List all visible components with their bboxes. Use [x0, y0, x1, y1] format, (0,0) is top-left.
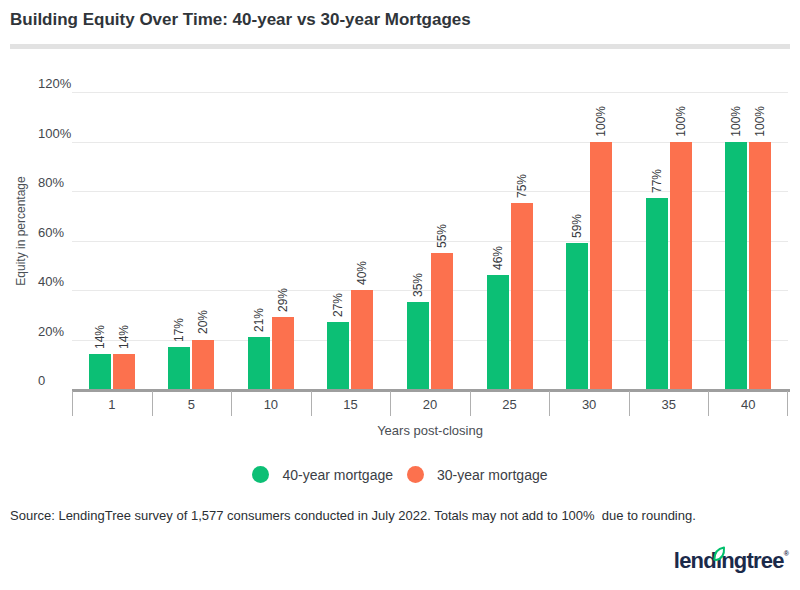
- bar-value-label: 27%: [332, 293, 345, 317]
- y-tick-label-80: 80%: [38, 175, 64, 190]
- bar-30-year-mortgage-year35: 100%: [670, 142, 692, 390]
- legend-dot-40-year: [252, 466, 269, 483]
- category-cell-30: 59%100%: [549, 92, 629, 389]
- title-divider: [10, 44, 790, 49]
- bar-value-label: 100%: [730, 106, 743, 137]
- bar-value-label: 75%: [515, 174, 528, 198]
- y-tick-label-0: 0: [38, 373, 45, 388]
- bar-40-year-mortgage-year10: 21%: [248, 337, 270, 389]
- legend: 40-year mortgage 30-year mortgage: [0, 466, 800, 483]
- x-tick: [470, 391, 471, 416]
- source-note: Source: LendingTree survey of 1,577 cons…: [10, 508, 696, 523]
- logo-text-start: lend: [674, 548, 716, 574]
- bar-value-label: 29%: [276, 288, 289, 312]
- lendingtree-logo: lend ı ngtree ®: [674, 548, 788, 574]
- bar-value-label: 77%: [650, 169, 663, 193]
- y-tick-label-120: 120%: [38, 76, 71, 91]
- y-tick-label-100: 100%: [38, 126, 71, 141]
- category-cell-35: 77%100%: [629, 92, 709, 389]
- bar-value-label: 46%: [491, 246, 504, 270]
- category-cell-10: 21%29%: [231, 92, 311, 389]
- x-category-label-5: 5: [188, 397, 195, 412]
- leaf-icon: [712, 546, 726, 562]
- bar-40-year-mortgage-year15: 27%: [327, 322, 349, 389]
- category-cell-25: 46%75%: [470, 92, 550, 389]
- logo-text-end: ngtree: [721, 548, 783, 574]
- y-tick-label-20: 20%: [38, 324, 64, 339]
- legend-label-40-year: 40-year mortgage: [282, 467, 393, 483]
- y-tick-label-60: 60%: [38, 225, 64, 240]
- y-tick-label-40: 40%: [38, 274, 64, 289]
- bars-layer: 14%14%17%20%21%29%27%40%35%55%46%75%59%1…: [72, 92, 788, 389]
- category-cell-5: 17%20%: [152, 92, 232, 389]
- x-tick: [72, 391, 73, 416]
- legend-label-30-year: 30-year mortgage: [437, 467, 548, 483]
- bar-40-year-mortgage-year20: 35%: [407, 302, 429, 389]
- x-tick: [231, 391, 232, 416]
- x-tick: [311, 391, 312, 416]
- legend-item-30-year: 30-year mortgage: [407, 466, 548, 483]
- bar-30-year-mortgage-year5: 20%: [192, 340, 214, 390]
- bar-30-year-mortgage-year30: 100%: [590, 142, 612, 390]
- bar-30-year-mortgage-year10: 29%: [272, 317, 294, 389]
- bar-40-year-mortgage-year40: 100%: [725, 142, 747, 390]
- bar-30-year-mortgage-year40: 100%: [749, 142, 771, 390]
- bar-30-year-mortgage-year25: 75%: [511, 203, 533, 389]
- x-tick: [152, 391, 153, 416]
- plot-area: 14%14%17%20%21%29%27%40%35%55%46%75%59%1…: [72, 92, 788, 389]
- bar-value-label: 100%: [754, 106, 767, 137]
- x-category-label-30: 30: [582, 397, 596, 412]
- x-category-label-35: 35: [661, 397, 675, 412]
- chart-page: Building Equity Over Time: 40-year vs 30…: [0, 0, 800, 590]
- chart-title: Building Equity Over Time: 40-year vs 30…: [10, 10, 471, 30]
- x-tick: [390, 391, 391, 416]
- bar-value-label: 20%: [197, 310, 210, 334]
- bar-30-year-mortgage-year1: 14%: [113, 354, 135, 389]
- bar-value-label: 14%: [117, 325, 130, 349]
- bar-30-year-mortgage-year15: 40%: [351, 290, 373, 389]
- bar-value-label: 55%: [435, 224, 448, 248]
- category-cell-15: 27%40%: [311, 92, 391, 389]
- legend-dot-30-year: [407, 466, 424, 483]
- x-category-label-20: 20: [423, 397, 437, 412]
- x-tick: [708, 391, 709, 416]
- bar-40-year-mortgage-year35: 77%: [646, 198, 668, 389]
- bar-30-year-mortgage-year20: 55%: [431, 253, 453, 389]
- category-cell-1: 14%14%: [72, 92, 152, 389]
- x-axis-band: 1510152025303540: [72, 392, 788, 418]
- bar-value-label: 100%: [674, 106, 687, 137]
- x-tick: [549, 391, 550, 416]
- x-category-label-1: 1: [108, 397, 115, 412]
- bar-value-label: 35%: [411, 273, 424, 297]
- bar-value-label: 100%: [595, 106, 608, 137]
- legend-item-40-year: 40-year mortgage: [252, 466, 393, 483]
- x-category-label-10: 10: [264, 397, 278, 412]
- x-tick: [787, 391, 788, 416]
- bar-value-label: 21%: [252, 308, 265, 332]
- x-axis-title: Years post-closing: [72, 423, 788, 438]
- bar-40-year-mortgage-year25: 46%: [487, 275, 509, 389]
- bar-40-year-mortgage-year1: 14%: [89, 354, 111, 389]
- logo-letter-i: ı: [716, 548, 721, 574]
- bar-value-label: 40%: [356, 261, 369, 285]
- bar-value-label: 14%: [93, 325, 106, 349]
- x-category-label-25: 25: [502, 397, 516, 412]
- category-cell-40: 100%100%: [708, 92, 788, 389]
- y-axis-title: Equity in percentage: [14, 176, 28, 285]
- bar-40-year-mortgage-year5: 17%: [168, 347, 190, 389]
- x-category-label-15: 15: [343, 397, 357, 412]
- category-cell-20: 35%55%: [390, 92, 470, 389]
- bar-value-label: 59%: [571, 214, 584, 238]
- x-category-label-40: 40: [741, 397, 755, 412]
- x-tick: [629, 391, 630, 416]
- trademark-symbol: ®: [784, 550, 788, 557]
- bar-40-year-mortgage-year30: 59%: [566, 243, 588, 389]
- bar-value-label: 17%: [173, 318, 186, 342]
